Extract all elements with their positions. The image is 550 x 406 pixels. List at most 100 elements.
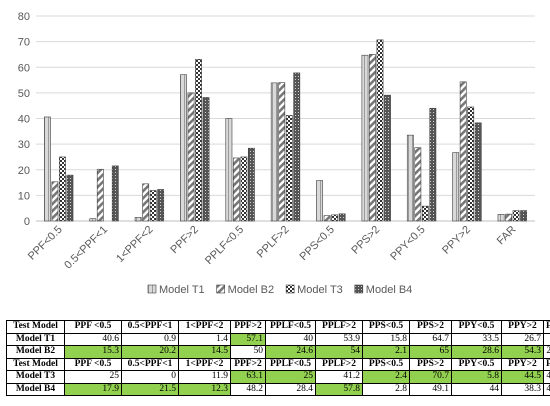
- table-cell: 2.4: [362, 370, 410, 384]
- row-label: Model T3: [6, 370, 65, 384]
- x-category-label: PPY<0.5: [388, 224, 427, 263]
- x-category-label: 1<PPF<2: [114, 224, 155, 265]
- bar: [361, 54, 369, 222]
- table-cell: 54.3: [501, 345, 544, 359]
- bar: [51, 181, 59, 222]
- table-header-cell: Test Model: [6, 357, 65, 371]
- bar: [293, 72, 301, 222]
- bar: [111, 165, 119, 222]
- table-cell: 50: [230, 345, 266, 359]
- table-cell: 1.4: [178, 332, 231, 346]
- table-header-cell: FAR: [543, 357, 550, 371]
- row-label: Model T1: [6, 332, 65, 346]
- table-header-cell: 0.5<PPF<1: [121, 357, 179, 371]
- table-cell: 14.5: [178, 345, 231, 359]
- table-header-cell: PPF>2: [230, 320, 266, 334]
- y-tick-label: 0: [24, 216, 30, 228]
- table-cell: 53.9: [315, 332, 363, 346]
- bar: [225, 118, 233, 222]
- bar: [247, 147, 255, 222]
- table-header-cell: PPS<0.5: [362, 320, 410, 334]
- bar: [512, 210, 520, 222]
- bar: [376, 39, 384, 222]
- y-tick-label: 80: [18, 11, 30, 23]
- table-cell: 21.5: [121, 382, 179, 396]
- legend-label: Model T3: [297, 284, 343, 296]
- table-header-cell: PPS>2: [409, 357, 452, 371]
- x-category-label: PPF<0.5: [26, 224, 65, 263]
- table-cell: 57.1: [230, 332, 266, 346]
- bar: [452, 152, 460, 222]
- bar: [142, 183, 150, 222]
- bar: [59, 156, 66, 222]
- bar: [369, 54, 376, 222]
- bar: [232, 157, 240, 222]
- table-header-cell: PPY<0.5: [451, 320, 502, 334]
- legend-label: Model T1: [159, 284, 205, 296]
- table-header-cell: PPF>2: [230, 357, 266, 371]
- legend-swatch: [285, 284, 295, 294]
- table-cell: 44: [451, 382, 502, 396]
- x-category-label: PPY>2: [440, 224, 473, 257]
- legend-swatch: [216, 284, 225, 294]
- bar: [459, 81, 467, 222]
- table-cell: 4.06: [543, 370, 550, 384]
- bar: [285, 115, 293, 222]
- table-cell: 49.1: [409, 382, 452, 396]
- bar: [195, 59, 202, 222]
- y-tick-label: 60: [18, 62, 30, 74]
- table-cell: 12.3: [178, 382, 231, 396]
- table-cell: 57.8: [315, 382, 363, 396]
- table-cell: 40.6: [64, 332, 122, 346]
- bar: [66, 174, 74, 222]
- y-tick-label: 10: [18, 190, 30, 202]
- table-cell: 2.68: [543, 345, 550, 359]
- data-table: Test Model PPF <0.5 0.5<PPF<1 1<PPF<2 PPF>2 P…: [6, 320, 550, 396]
- table-row: Model B2 15.3 20.2 14.5 50 24.6 54 2.1 65 28.6 54.…: [6, 345, 550, 359]
- table-cell: 64.7: [409, 332, 452, 346]
- table-header-cell: 1<PPF<2: [178, 357, 231, 371]
- row-label: Model B2: [6, 345, 65, 359]
- bar: [316, 180, 324, 222]
- bar: [323, 215, 331, 222]
- table-cell: 25: [265, 370, 316, 384]
- bar-chart: 0 10 20 30 40 50 60 70 80 PPF<0.50.5<PPF<1 1<PPF<…: [18, 11, 535, 296]
- table-cell: 70.7: [409, 370, 452, 384]
- table-header-cell: PPY>2: [501, 320, 544, 334]
- y-tick-label: 30: [18, 139, 30, 151]
- y-tick-label: 70: [18, 37, 30, 49]
- x-category-label: PPS<0.5: [298, 224, 337, 263]
- table-cell: 48.2: [230, 382, 266, 396]
- table-header-cell: PPLF<0.5: [265, 357, 316, 371]
- table-cell: 28.4: [265, 382, 316, 396]
- bar: [96, 168, 104, 222]
- bar: [421, 205, 429, 222]
- bar: [89, 218, 97, 222]
- table-header-row: Test Model PPF <0.5 0.5<PPF<1 1<PPF<2 PPF>2 P…: [6, 357, 550, 371]
- table-cell: 11.9: [178, 370, 231, 384]
- table-header-cell: 1<PPF<2: [178, 320, 231, 334]
- bar: [180, 74, 187, 222]
- bar: [157, 189, 165, 222]
- bar: [414, 147, 422, 222]
- table-cell: 54: [315, 345, 363, 359]
- bar: [520, 210, 527, 222]
- bar: [505, 213, 512, 222]
- x-category-label: PPLF>2: [255, 224, 292, 261]
- table-cell: 4.06: [543, 382, 550, 396]
- table-header-cell: Test Model: [6, 320, 65, 334]
- table-cell: 5.8: [451, 370, 502, 384]
- bar: [134, 217, 142, 222]
- table-cell: 2.6: [543, 332, 550, 346]
- table-cell: 20.2: [121, 345, 179, 359]
- bar: [240, 156, 248, 222]
- table-cell: 44.5: [501, 370, 544, 384]
- table-cell: 38.3: [501, 382, 544, 396]
- table-header-cell: PPLF>2: [315, 357, 363, 371]
- bars: [44, 39, 527, 222]
- row-label: Model B4: [6, 382, 65, 396]
- bar: [331, 214, 339, 222]
- bar: [270, 82, 278, 222]
- table-header-cell: PPF <0.5: [64, 320, 122, 334]
- legend-swatch: [147, 284, 157, 294]
